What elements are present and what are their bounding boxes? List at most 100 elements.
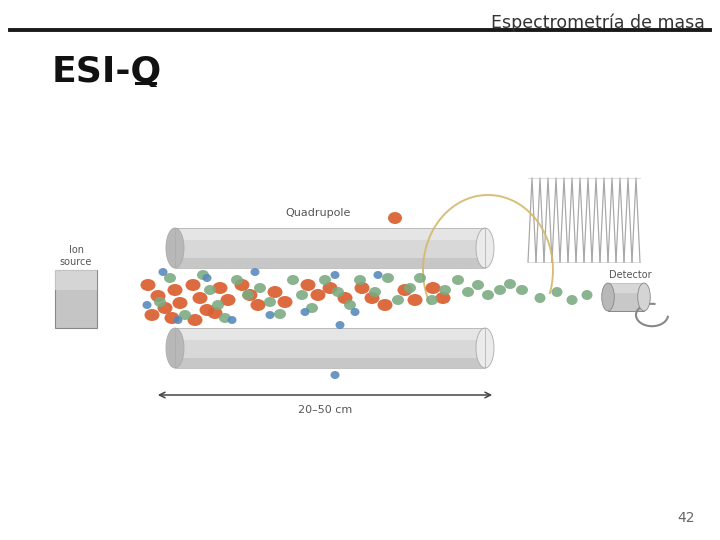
Ellipse shape [145,309,160,321]
Ellipse shape [207,307,222,319]
Bar [175,358,485,368]
Ellipse shape [330,371,340,379]
Ellipse shape [338,292,353,304]
Bar [55,270,97,328]
Ellipse shape [277,296,292,308]
Ellipse shape [602,283,614,311]
Text: Detector: Detector [608,270,652,280]
Ellipse shape [150,290,166,302]
Bar [608,283,644,311]
Ellipse shape [231,275,243,285]
Ellipse shape [344,300,356,310]
Ellipse shape [212,300,224,310]
Ellipse shape [439,285,451,295]
Bar [55,270,97,291]
Text: 42: 42 [678,511,695,525]
Ellipse shape [388,212,402,224]
Ellipse shape [168,284,182,296]
Ellipse shape [336,321,344,329]
Ellipse shape [323,282,338,294]
Ellipse shape [243,289,258,301]
Ellipse shape [296,290,308,300]
Ellipse shape [300,279,315,291]
Ellipse shape [638,283,650,311]
Ellipse shape [516,285,528,295]
Ellipse shape [166,228,184,268]
Ellipse shape [319,275,331,285]
Bar [175,328,485,340]
Ellipse shape [251,268,259,276]
Ellipse shape [436,292,451,304]
Ellipse shape [220,294,235,306]
Bar [175,228,485,240]
Ellipse shape [274,309,286,319]
Ellipse shape [219,313,231,323]
Ellipse shape [364,292,379,304]
Ellipse shape [404,283,416,293]
Ellipse shape [414,273,426,283]
Ellipse shape [392,295,404,305]
Ellipse shape [158,302,173,314]
Ellipse shape [397,284,413,296]
Text: Ion
source: Ion source [60,245,92,267]
Ellipse shape [197,270,209,280]
Ellipse shape [202,274,212,282]
Ellipse shape [143,301,151,309]
Ellipse shape [476,328,494,368]
Ellipse shape [552,287,562,297]
Ellipse shape [351,308,359,316]
Ellipse shape [504,279,516,289]
Ellipse shape [310,289,325,301]
Ellipse shape [164,273,176,283]
Text: ESI-Q: ESI-Q [52,55,162,89]
Ellipse shape [330,271,340,279]
Ellipse shape [482,290,494,300]
Ellipse shape [173,297,187,309]
Ellipse shape [242,290,254,300]
Bar [175,228,485,268]
Bar [175,328,485,368]
Ellipse shape [199,304,215,316]
Ellipse shape [228,316,236,324]
Text: Quadrupole: Quadrupole [285,208,351,218]
Ellipse shape [235,279,250,291]
Ellipse shape [186,279,200,291]
Ellipse shape [332,287,344,297]
Ellipse shape [567,295,577,305]
Ellipse shape [462,287,474,297]
Ellipse shape [306,303,318,313]
Ellipse shape [204,285,216,295]
Ellipse shape [369,287,381,297]
Ellipse shape [382,273,394,283]
Bar [175,228,485,268]
Text: Espectrometría de masa: Espectrometría de masa [491,14,705,32]
Ellipse shape [534,293,546,303]
Ellipse shape [158,268,168,276]
Ellipse shape [300,308,310,316]
Bar [608,283,644,293]
Ellipse shape [179,310,191,320]
Ellipse shape [287,275,299,285]
Ellipse shape [426,282,441,294]
Ellipse shape [212,282,228,294]
Ellipse shape [166,328,184,368]
Ellipse shape [582,290,593,300]
Bar [175,328,485,368]
Ellipse shape [494,285,506,295]
Ellipse shape [476,228,494,268]
Ellipse shape [266,311,274,319]
Ellipse shape [354,275,366,285]
Ellipse shape [187,314,202,326]
Ellipse shape [192,292,207,304]
Ellipse shape [426,295,438,305]
Ellipse shape [264,297,276,307]
Ellipse shape [154,297,166,307]
Ellipse shape [140,279,156,291]
Ellipse shape [472,280,484,290]
Ellipse shape [164,312,179,324]
Ellipse shape [174,316,182,324]
Text: 20–50 cm: 20–50 cm [298,405,352,415]
Ellipse shape [251,299,266,311]
Ellipse shape [254,283,266,293]
Ellipse shape [452,275,464,285]
